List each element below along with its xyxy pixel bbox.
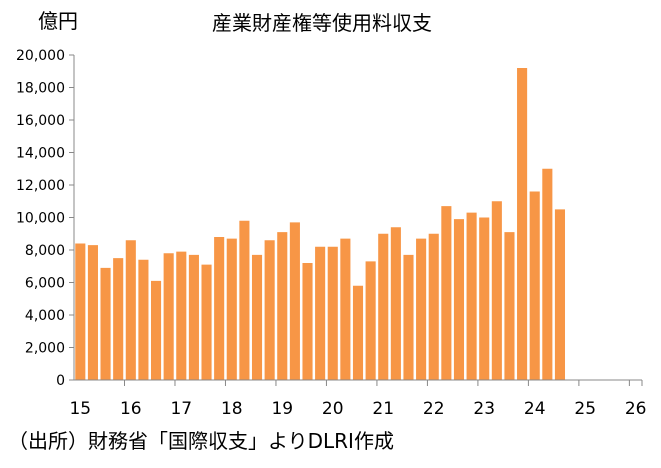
bar (264, 240, 275, 380)
bar (315, 246, 326, 380)
y-tick-label: 0 (56, 373, 65, 389)
y-axis-ticks: 0 2,000 4,000 6,000 8,000 10,000 12,000 14,000 1… (16, 48, 75, 389)
x-tick-label: 17 (170, 399, 192, 419)
bar (176, 251, 187, 380)
bar (529, 191, 540, 380)
bar (504, 232, 515, 380)
bar (100, 267, 111, 380)
bar (163, 253, 174, 380)
bar (554, 209, 566, 380)
bar (441, 206, 452, 380)
y-tick-label: 8,000 (25, 243, 65, 259)
bar (75, 243, 86, 380)
bar (277, 232, 288, 380)
bar (214, 237, 225, 380)
x-tick-label: 20 (322, 399, 344, 419)
bar (125, 240, 136, 380)
bar (239, 220, 250, 380)
y-tick-label: 10,000 (16, 211, 65, 227)
bar (201, 264, 212, 380)
bar (87, 245, 98, 380)
bar (416, 238, 427, 380)
x-tick-label: 24 (524, 399, 546, 419)
x-tick-label: 16 (120, 399, 142, 419)
bar (403, 254, 414, 380)
y-tick-label: 16,000 (16, 113, 65, 129)
bar (226, 238, 237, 380)
bar (340, 238, 351, 380)
y-tick-label: 18,000 (16, 81, 65, 97)
y-tick-label: 4,000 (25, 308, 65, 324)
bar (453, 219, 465, 380)
bar (113, 258, 124, 380)
x-tick-label: 18 (221, 399, 243, 419)
y-tick-label: 20,000 (16, 48, 65, 64)
x-tick-label: 21 (372, 399, 394, 419)
x-axis: 15 16 17 18 19 20 21 22 23 24 25 26 (69, 379, 647, 419)
bar (479, 217, 490, 380)
y-tick-label: 12,000 (16, 178, 65, 194)
bar (365, 261, 376, 380)
bar (352, 285, 364, 380)
bars (75, 68, 566, 380)
bar (542, 168, 553, 380)
bar (378, 233, 389, 380)
y-tick-label: 6,000 (25, 276, 65, 292)
bar (466, 212, 477, 380)
bar (188, 254, 199, 380)
bar (150, 280, 162, 380)
y-axis-unit-label: 億円 (38, 9, 78, 33)
x-tick-label: 22 (423, 399, 445, 419)
x-tick-label: 25 (574, 399, 596, 419)
y-tick-label: 2,000 (25, 341, 65, 357)
bar (390, 227, 401, 380)
source-note: （出所）財務省「国際収支」よりDLRI作成 (8, 429, 394, 453)
bar (491, 201, 502, 380)
bar (138, 259, 149, 380)
x-tick-label: 26 (625, 399, 647, 419)
bar (302, 263, 313, 380)
chart-title: 産業財産権等使用料収支 (212, 11, 432, 35)
bar (428, 233, 439, 380)
y-tick-label: 14,000 (16, 146, 65, 162)
bar (327, 246, 338, 380)
x-tick-label: 19 (271, 399, 293, 419)
bar (517, 68, 528, 380)
x-tick-label: 23 (473, 399, 495, 419)
bar (251, 254, 263, 380)
bar (289, 222, 300, 380)
x-tick-label: 15 (69, 399, 91, 419)
